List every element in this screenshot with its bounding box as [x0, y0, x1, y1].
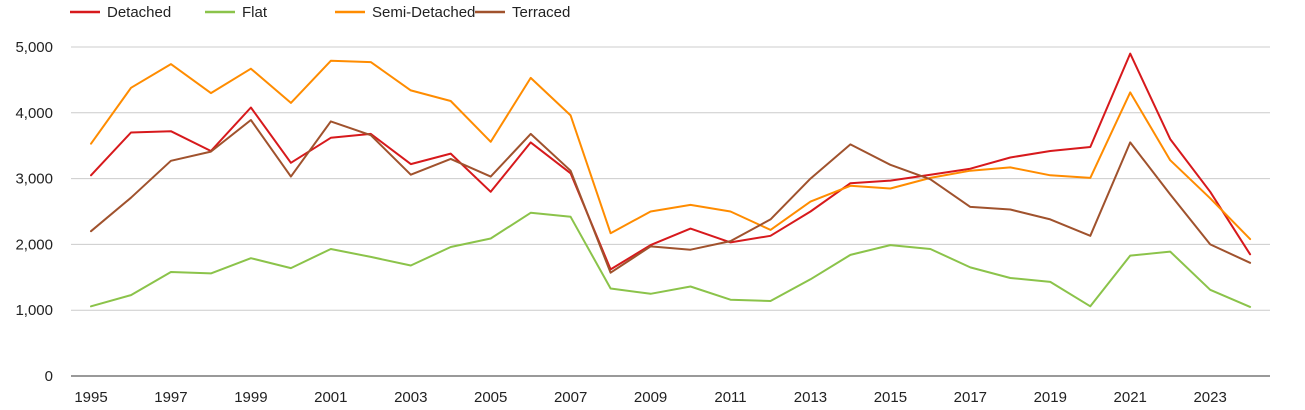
series-lines: [90, 52, 1252, 308]
y-axis: 0 1,000 2,000 3,000 4,000 5,000: [15, 39, 53, 385]
x-tick-label: 2019: [1034, 389, 1067, 406]
x-tick-label: 2015: [874, 389, 907, 406]
legend-label-semi-detached: Semi-Detached: [372, 4, 475, 21]
series-line-detached: [90, 52, 1252, 271]
y-tick-label: 1,000: [15, 302, 53, 319]
x-tick-label: 2023: [1193, 389, 1226, 406]
y-tick-label: 5,000: [15, 39, 53, 56]
x-tick-label: 2013: [794, 389, 827, 406]
series-line-semi-detached: [90, 59, 1252, 241]
gridlines: [71, 46, 1270, 311]
y-tick-label: 4,000: [15, 105, 53, 122]
series-line-flat: [90, 211, 1252, 308]
x-tick-label: 2017: [954, 389, 987, 406]
x-tick-label: 2005: [474, 389, 507, 406]
series-line-terraced: [90, 119, 1252, 274]
legend-label-flat: Flat: [242, 4, 268, 21]
y-tick-label: 3,000: [15, 171, 53, 188]
legend: Detached Flat Semi-Detached Terraced: [70, 4, 570, 21]
x-tick-label: 2021: [1114, 389, 1147, 406]
x-axis: 1995 1997 1999 2001 2003 2005 2007 2009 2011 2013…: [71, 375, 1270, 406]
x-tick-label: 2003: [394, 389, 427, 406]
y-tick-label: 0: [45, 368, 53, 385]
y-tick-label: 2,000: [15, 236, 53, 253]
x-tick-label: 1999: [234, 389, 267, 406]
x-tick-label: 2009: [634, 389, 667, 406]
legend-label-detached: Detached: [107, 4, 171, 21]
x-tick-label: 2001: [314, 389, 347, 406]
x-tick-label: 2011: [714, 389, 746, 406]
x-tick-label: 2007: [554, 389, 587, 406]
legend-label-terraced: Terraced: [512, 4, 570, 21]
x-tick-label: 1995: [74, 389, 107, 406]
x-tick-label: 1997: [154, 389, 187, 406]
